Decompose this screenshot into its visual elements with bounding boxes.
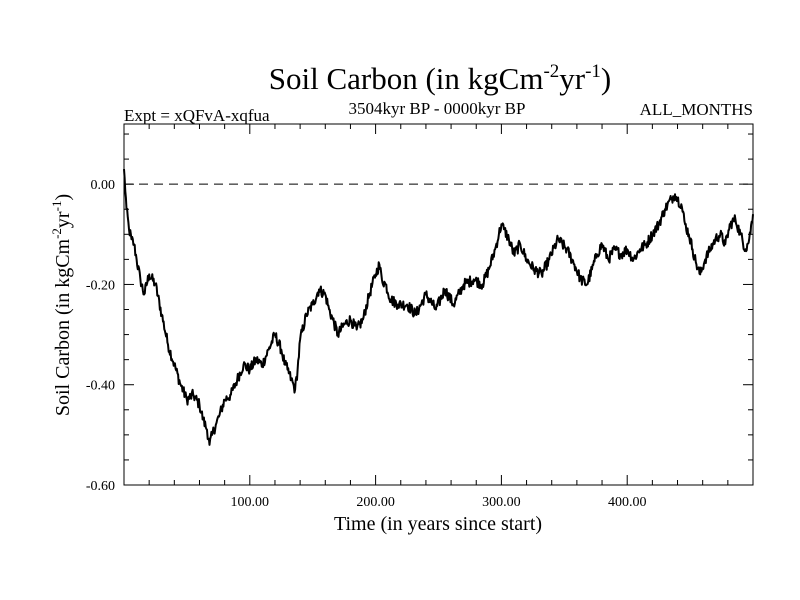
y-axis-label-unit: yr	[52, 211, 74, 228]
chart-title-unit: yr	[559, 61, 586, 96]
svg-text:Soil Carbon (in kgCm-2yr-1): Soil Carbon (in kgCm-2yr-1)	[269, 61, 612, 96]
axis-ticks	[123, 124, 754, 486]
chart-title-close: )	[601, 61, 611, 96]
y-axis-label-text: Soil Carbon (in kgCm	[52, 238, 74, 416]
months-label: ALL_MONTHS	[640, 100, 753, 119]
experiment-label: Expt = xQFvA-xqfua	[124, 106, 270, 125]
svg-text:Soil Carbon (in kgCm-2yr-1): Soil Carbon (in kgCm-2yr-1)	[49, 194, 74, 416]
x-axis-label: Time (in years since start)	[334, 513, 542, 535]
y-tick-label: 0.00	[91, 178, 116, 193]
y-tick-label: -0.20	[86, 278, 115, 293]
x-tick-label: 100.00	[231, 495, 270, 510]
x-tick-label: 300.00	[482, 495, 521, 510]
y-tick-label: -0.40	[86, 379, 115, 394]
y-axis-label: Soil Carbon (in kgCm-2yr-1)	[49, 194, 74, 416]
chart-title: Soil Carbon (in kgCm-2yr-1)	[269, 61, 612, 96]
chart-title-exponent-1: -2	[543, 61, 559, 82]
y-axis-label-exponent-2: -1	[49, 201, 64, 212]
x-tick-label: 200.00	[356, 495, 395, 510]
chart-title-text: Soil Carbon (in kgCm	[269, 61, 544, 96]
y-axis-label-close: )	[52, 194, 74, 201]
y-axis-label-exponent-1: -2	[49, 228, 64, 239]
time-range-label: 3504kyr BP - 0000kyr BP	[349, 99, 526, 118]
y-tick-label: -0.60	[86, 479, 115, 494]
chart-title-exponent-2: -1	[585, 61, 601, 82]
x-tick-label: 400.00	[608, 495, 647, 510]
plot-frame	[123, 123, 754, 486]
axis-tick-labels: 100.00 200.00 300.00 400.00 0.00 -0.20 -0.40 -0…	[86, 178, 647, 510]
soil-carbon-series-line	[123, 169, 754, 446]
